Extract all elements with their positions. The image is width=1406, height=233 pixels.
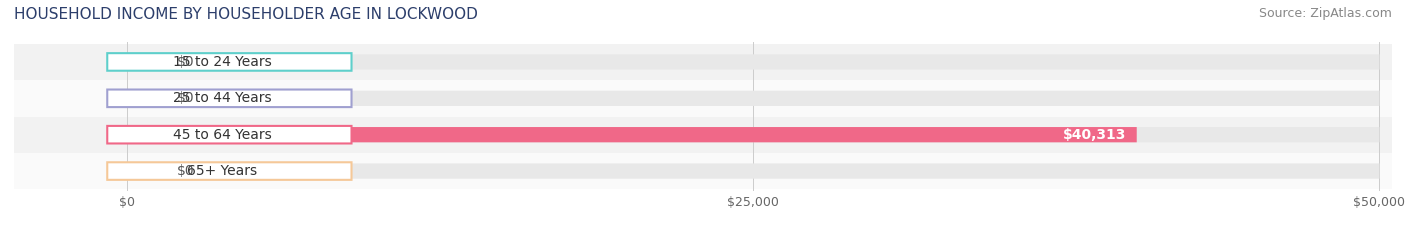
Bar xyxy=(14,153,1392,189)
Text: 65+ Years: 65+ Years xyxy=(187,164,257,178)
Bar xyxy=(14,44,1392,80)
Bar xyxy=(14,116,1392,153)
FancyBboxPatch shape xyxy=(127,54,162,70)
Text: Source: ZipAtlas.com: Source: ZipAtlas.com xyxy=(1258,7,1392,20)
Bar xyxy=(14,80,1392,116)
FancyBboxPatch shape xyxy=(107,53,352,71)
Text: HOUSEHOLD INCOME BY HOUSEHOLDER AGE IN LOCKWOOD: HOUSEHOLD INCOME BY HOUSEHOLDER AGE IN L… xyxy=(14,7,478,22)
FancyBboxPatch shape xyxy=(107,126,352,144)
Text: $0: $0 xyxy=(177,55,194,69)
Text: 25 to 44 Years: 25 to 44 Years xyxy=(173,91,271,105)
Text: $0: $0 xyxy=(177,91,194,105)
Text: 45 to 64 Years: 45 to 64 Years xyxy=(173,128,271,142)
FancyBboxPatch shape xyxy=(127,91,1379,106)
FancyBboxPatch shape xyxy=(127,127,1136,142)
FancyBboxPatch shape xyxy=(127,163,1379,179)
Text: 15 to 24 Years: 15 to 24 Years xyxy=(173,55,271,69)
FancyBboxPatch shape xyxy=(127,163,162,179)
FancyBboxPatch shape xyxy=(107,162,352,180)
FancyBboxPatch shape xyxy=(127,127,1379,142)
FancyBboxPatch shape xyxy=(127,91,162,106)
Text: $0: $0 xyxy=(177,164,194,178)
FancyBboxPatch shape xyxy=(127,54,1379,70)
Text: $40,313: $40,313 xyxy=(1063,128,1126,142)
FancyBboxPatch shape xyxy=(107,89,352,107)
